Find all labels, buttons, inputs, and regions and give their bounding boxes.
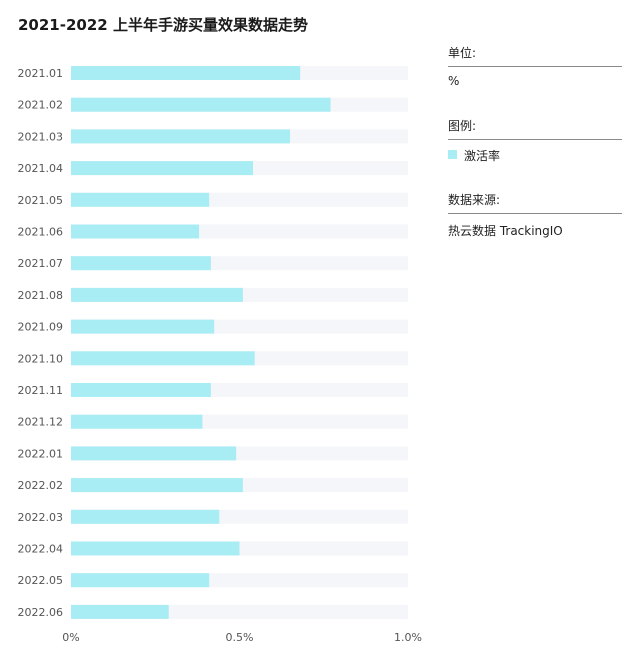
legend-swatch-activation-rate — [448, 150, 457, 159]
y-tick-label: 2021.04 — [18, 162, 64, 175]
y-tick-label: 2022.03 — [18, 511, 64, 524]
bar — [71, 478, 243, 493]
y-tick-label: 2022.02 — [18, 479, 64, 492]
y-tick-label: 2021.11 — [18, 384, 64, 397]
y-tick-label: 2021.12 — [18, 416, 64, 429]
bar — [71, 97, 331, 112]
bar — [71, 446, 237, 461]
y-tick-label: 2021.06 — [18, 226, 64, 239]
y-tick-label: 2022.06 — [18, 606, 64, 619]
y-tick-label: 2021.08 — [18, 289, 64, 302]
bar — [71, 319, 215, 334]
y-tick-label: 2021.02 — [18, 99, 64, 112]
y-tick-label: 2022.04 — [18, 543, 64, 556]
bar-chart: 2021.01 2021.02 2021.03 2021.04 2021.05 2021.… — [18, 66, 422, 644]
bar — [71, 509, 220, 524]
bar — [71, 351, 255, 366]
unit-divider — [448, 66, 622, 67]
y-tick-label: 2021.01 — [18, 67, 64, 80]
legend-heading: 图例: — [448, 119, 477, 133]
x-tick-label: 0% — [62, 631, 79, 644]
x-tick-label: 1.0% — [394, 631, 422, 644]
bar — [71, 224, 200, 239]
y-tick-label: 2021.07 — [18, 257, 64, 270]
bar — [71, 161, 253, 176]
bar — [71, 573, 210, 588]
source-divider — [448, 213, 622, 214]
legend-divider — [448, 139, 622, 140]
source-heading: 数据来源: — [448, 193, 501, 207]
y-tick-label: 2021.03 — [18, 130, 64, 143]
x-tick-label: 0.5% — [226, 631, 254, 644]
bar — [71, 129, 291, 144]
bar — [71, 256, 211, 271]
bar — [71, 383, 211, 397]
y-tick-label: 2022.01 — [18, 447, 64, 460]
y-tick-label: 2021.10 — [18, 352, 64, 365]
chart-title: 2021-2022 上半年手游买量效果数据走势 — [18, 16, 308, 34]
source-value: 热云数据 TrackingIO — [448, 224, 563, 238]
bar — [71, 287, 243, 302]
bar — [71, 604, 169, 619]
y-tick-label: 2021.05 — [18, 194, 64, 207]
y-tick-label: 2022.05 — [18, 574, 64, 587]
unit-heading: 单位: — [448, 46, 477, 60]
y-tick-label: 2021.09 — [18, 321, 64, 334]
bar — [71, 414, 203, 429]
bar — [71, 541, 240, 556]
bar — [71, 66, 301, 80]
bar — [71, 192, 210, 207]
unit-value: % — [448, 74, 460, 88]
legend-label-activation-rate: 激活率 — [464, 149, 501, 163]
